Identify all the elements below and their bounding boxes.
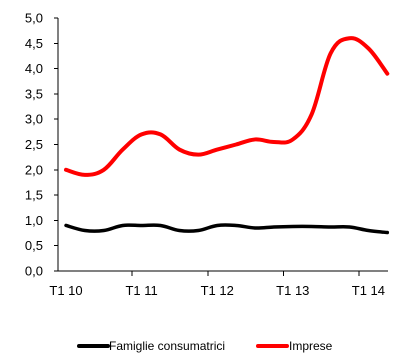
series-line-imprese — [64, 36, 390, 177]
y-tick-label: 1,5 — [25, 188, 43, 203]
y-tick-label: 1,0 — [25, 213, 43, 228]
legend-label-famiglie: Famiglie consumatrici — [109, 339, 225, 353]
y-tick-label: 4,5 — [25, 36, 43, 51]
x-tick-label: T1 11 — [125, 283, 157, 298]
x-tick-label: T1 10 — [49, 283, 82, 298]
y-tick-label: 2,5 — [25, 137, 43, 152]
legend-label-imprese: Imprese — [289, 339, 333, 353]
y-tick-label: 0,0 — [25, 264, 43, 279]
series-line-famiglie — [64, 223, 390, 235]
y-tick-label: 4,0 — [25, 61, 43, 76]
y-tick-label: 3,0 — [25, 112, 43, 127]
x-axis-ticks: T1 10 T1 11 T1 12 T1 13 T1 14 — [49, 271, 385, 298]
x-tick-label: T1 12 — [201, 283, 234, 298]
y-tick-label: 2,0 — [25, 162, 43, 177]
x-tick-label: T1 14 — [352, 283, 385, 298]
y-tick-label: 3,5 — [25, 86, 43, 101]
legend: Famiglie consumatrici Imprese — [77, 339, 333, 353]
y-tick-label: 5,0 — [25, 11, 43, 26]
y-axis-ticks: 0,0 0,5 1,0 1,5 2,0 2,5 3,0 3,5 4,0 4,5 5,0 — [25, 11, 58, 279]
series-lines — [64, 36, 390, 235]
x-tick-label: T1 13 — [276, 283, 309, 298]
y-tick-label: 0,5 — [25, 238, 43, 253]
